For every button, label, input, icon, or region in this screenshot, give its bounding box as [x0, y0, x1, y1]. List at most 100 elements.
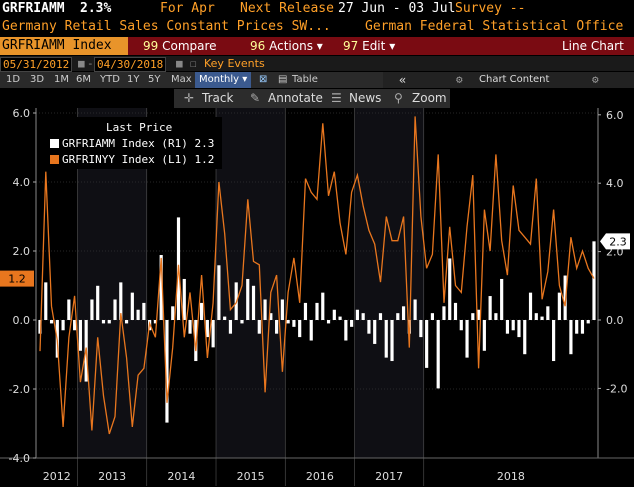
bar	[90, 299, 94, 320]
bar	[171, 306, 175, 320]
bar	[419, 320, 423, 338]
collapse-icon[interactable]: «	[399, 73, 407, 87]
bar	[142, 302, 146, 320]
y-tick-label-left: 2.0	[13, 245, 31, 258]
bar	[165, 320, 169, 423]
bar	[367, 320, 371, 334]
x-axis-label: 2016	[306, 470, 334, 483]
news-button[interactable]: News	[349, 91, 382, 105]
y-tick-label-left: -4.0	[9, 452, 30, 465]
bar	[136, 309, 140, 320]
y-tick-label-left: 0.0	[13, 314, 31, 327]
bar	[361, 313, 365, 320]
bar	[199, 302, 204, 320]
bar	[67, 299, 71, 320]
ticker-input[interactable]: GRFRIAMM Index	[0, 37, 128, 55]
bar	[298, 320, 302, 338]
function-toolbar: 99 Compare 96 Actions ▾ 97 Edit ▾ Line C…	[0, 37, 634, 55]
bar	[505, 320, 510, 334]
period-1m[interactable]: 1M	[54, 74, 69, 85]
next-release-dates: 27 Jun - 03 Jul	[338, 1, 456, 16]
x-axis-label: 2013	[98, 470, 126, 483]
calendar-icon[interactable]: ■	[176, 57, 183, 70]
bar	[534, 313, 538, 320]
bar	[390, 320, 394, 362]
bar	[425, 320, 429, 368]
annotate-button[interactable]: Annotate	[268, 91, 323, 105]
y-tick-label-right: 2.0	[606, 246, 624, 259]
period-ytd[interactable]: YTD	[100, 74, 120, 85]
compare-button[interactable]: 99 Compare	[143, 39, 217, 53]
y-tick-label-left: 6.0	[13, 107, 31, 120]
track-button[interactable]: Track	[202, 91, 234, 105]
bar	[315, 302, 319, 320]
table-icon[interactable]: ▤	[278, 74, 288, 85]
bar	[107, 320, 111, 324]
bar	[471, 313, 475, 320]
bar	[552, 320, 556, 362]
end-date-field[interactable]: 04/30/2018	[94, 57, 167, 72]
chart-style-icon[interactable]: ⊠	[259, 74, 268, 85]
bar	[500, 278, 504, 320]
bar	[49, 320, 54, 324]
date-range-bar: 05/31/2012 ■ - 04/30/2018 ■ ☐ Key Events	[0, 56, 634, 72]
bar	[188, 320, 192, 334]
chevron-down-icon: ▾	[389, 39, 396, 53]
period-3d[interactable]: 3D	[30, 74, 45, 85]
period-1y[interactable]: 1Y	[127, 74, 140, 85]
gear-icon[interactable]: ⚙	[592, 73, 599, 86]
bar	[84, 320, 88, 382]
chart-type-label[interactable]: Line Chart	[562, 39, 624, 53]
legend-title: Last Price	[106, 121, 173, 134]
bar	[124, 320, 129, 324]
bar	[292, 320, 296, 327]
period-1d[interactable]: 1D	[6, 74, 21, 85]
start-date-field[interactable]: 05/31/2012	[0, 57, 73, 72]
pencil-icon: ✎	[250, 91, 261, 105]
y-tick-label-right: 0.0	[606, 314, 624, 327]
actions-menu[interactable]: 96 Actions ▾	[250, 39, 323, 53]
bar	[540, 316, 544, 320]
bar	[234, 282, 238, 320]
bar	[182, 278, 186, 320]
bar	[194, 320, 198, 362]
bar	[61, 320, 65, 331]
bar	[101, 320, 106, 324]
bar	[523, 320, 527, 355]
bar	[153, 320, 158, 324]
checkbox-icon[interactable]: ☐	[190, 57, 197, 70]
bar	[355, 309, 359, 320]
calendar-icon[interactable]: ■	[78, 57, 85, 70]
key-events-toggle[interactable]: Key Events	[204, 57, 265, 70]
chart-content-bar: « ⚙ Chart Content ⚙	[383, 72, 634, 88]
bar	[430, 313, 435, 320]
bar	[546, 306, 550, 320]
bar	[303, 302, 308, 320]
data-source: German Federal Statistical Office	[365, 19, 624, 34]
legend-item-series2[interactable]: GRFRINYY Index (L1) 1.2	[50, 153, 214, 166]
last-value-text-right: 2.3	[609, 235, 627, 248]
bar	[119, 282, 123, 320]
bar	[488, 296, 492, 320]
period-5y[interactable]: 5Y	[148, 74, 161, 85]
ticker-label: GRFRIAMM	[2, 1, 65, 16]
chart-content-button[interactable]: Chart Content	[479, 74, 550, 85]
security-description: Germany Retail Sales Constant Prices SW.…	[0, 18, 634, 36]
zoom-button[interactable]: Zoom	[412, 91, 447, 105]
x-axis-label: 2015	[237, 470, 265, 483]
frequency-select[interactable]: Monthly ▾	[195, 72, 252, 88]
settings-icon[interactable]: ⚙	[456, 73, 463, 86]
bar	[413, 299, 417, 320]
bar	[148, 320, 152, 331]
edit-menu[interactable]: 97 Edit ▾	[343, 39, 396, 53]
bar	[326, 320, 331, 324]
bar	[407, 320, 411, 334]
security-title: Germany Retail Sales Constant Prices SW.…	[2, 19, 331, 34]
y-tick-label-right: -2.0	[606, 382, 627, 395]
table-button[interactable]: Table	[292, 74, 318, 85]
period-max[interactable]: Max	[171, 74, 192, 85]
period-6m[interactable]: 6M	[76, 74, 91, 85]
bar	[459, 320, 463, 331]
period-label: For Apr	[160, 1, 215, 16]
legend-item-series1[interactable]: GRFRIAMM Index (R1) 2.3	[50, 137, 214, 150]
